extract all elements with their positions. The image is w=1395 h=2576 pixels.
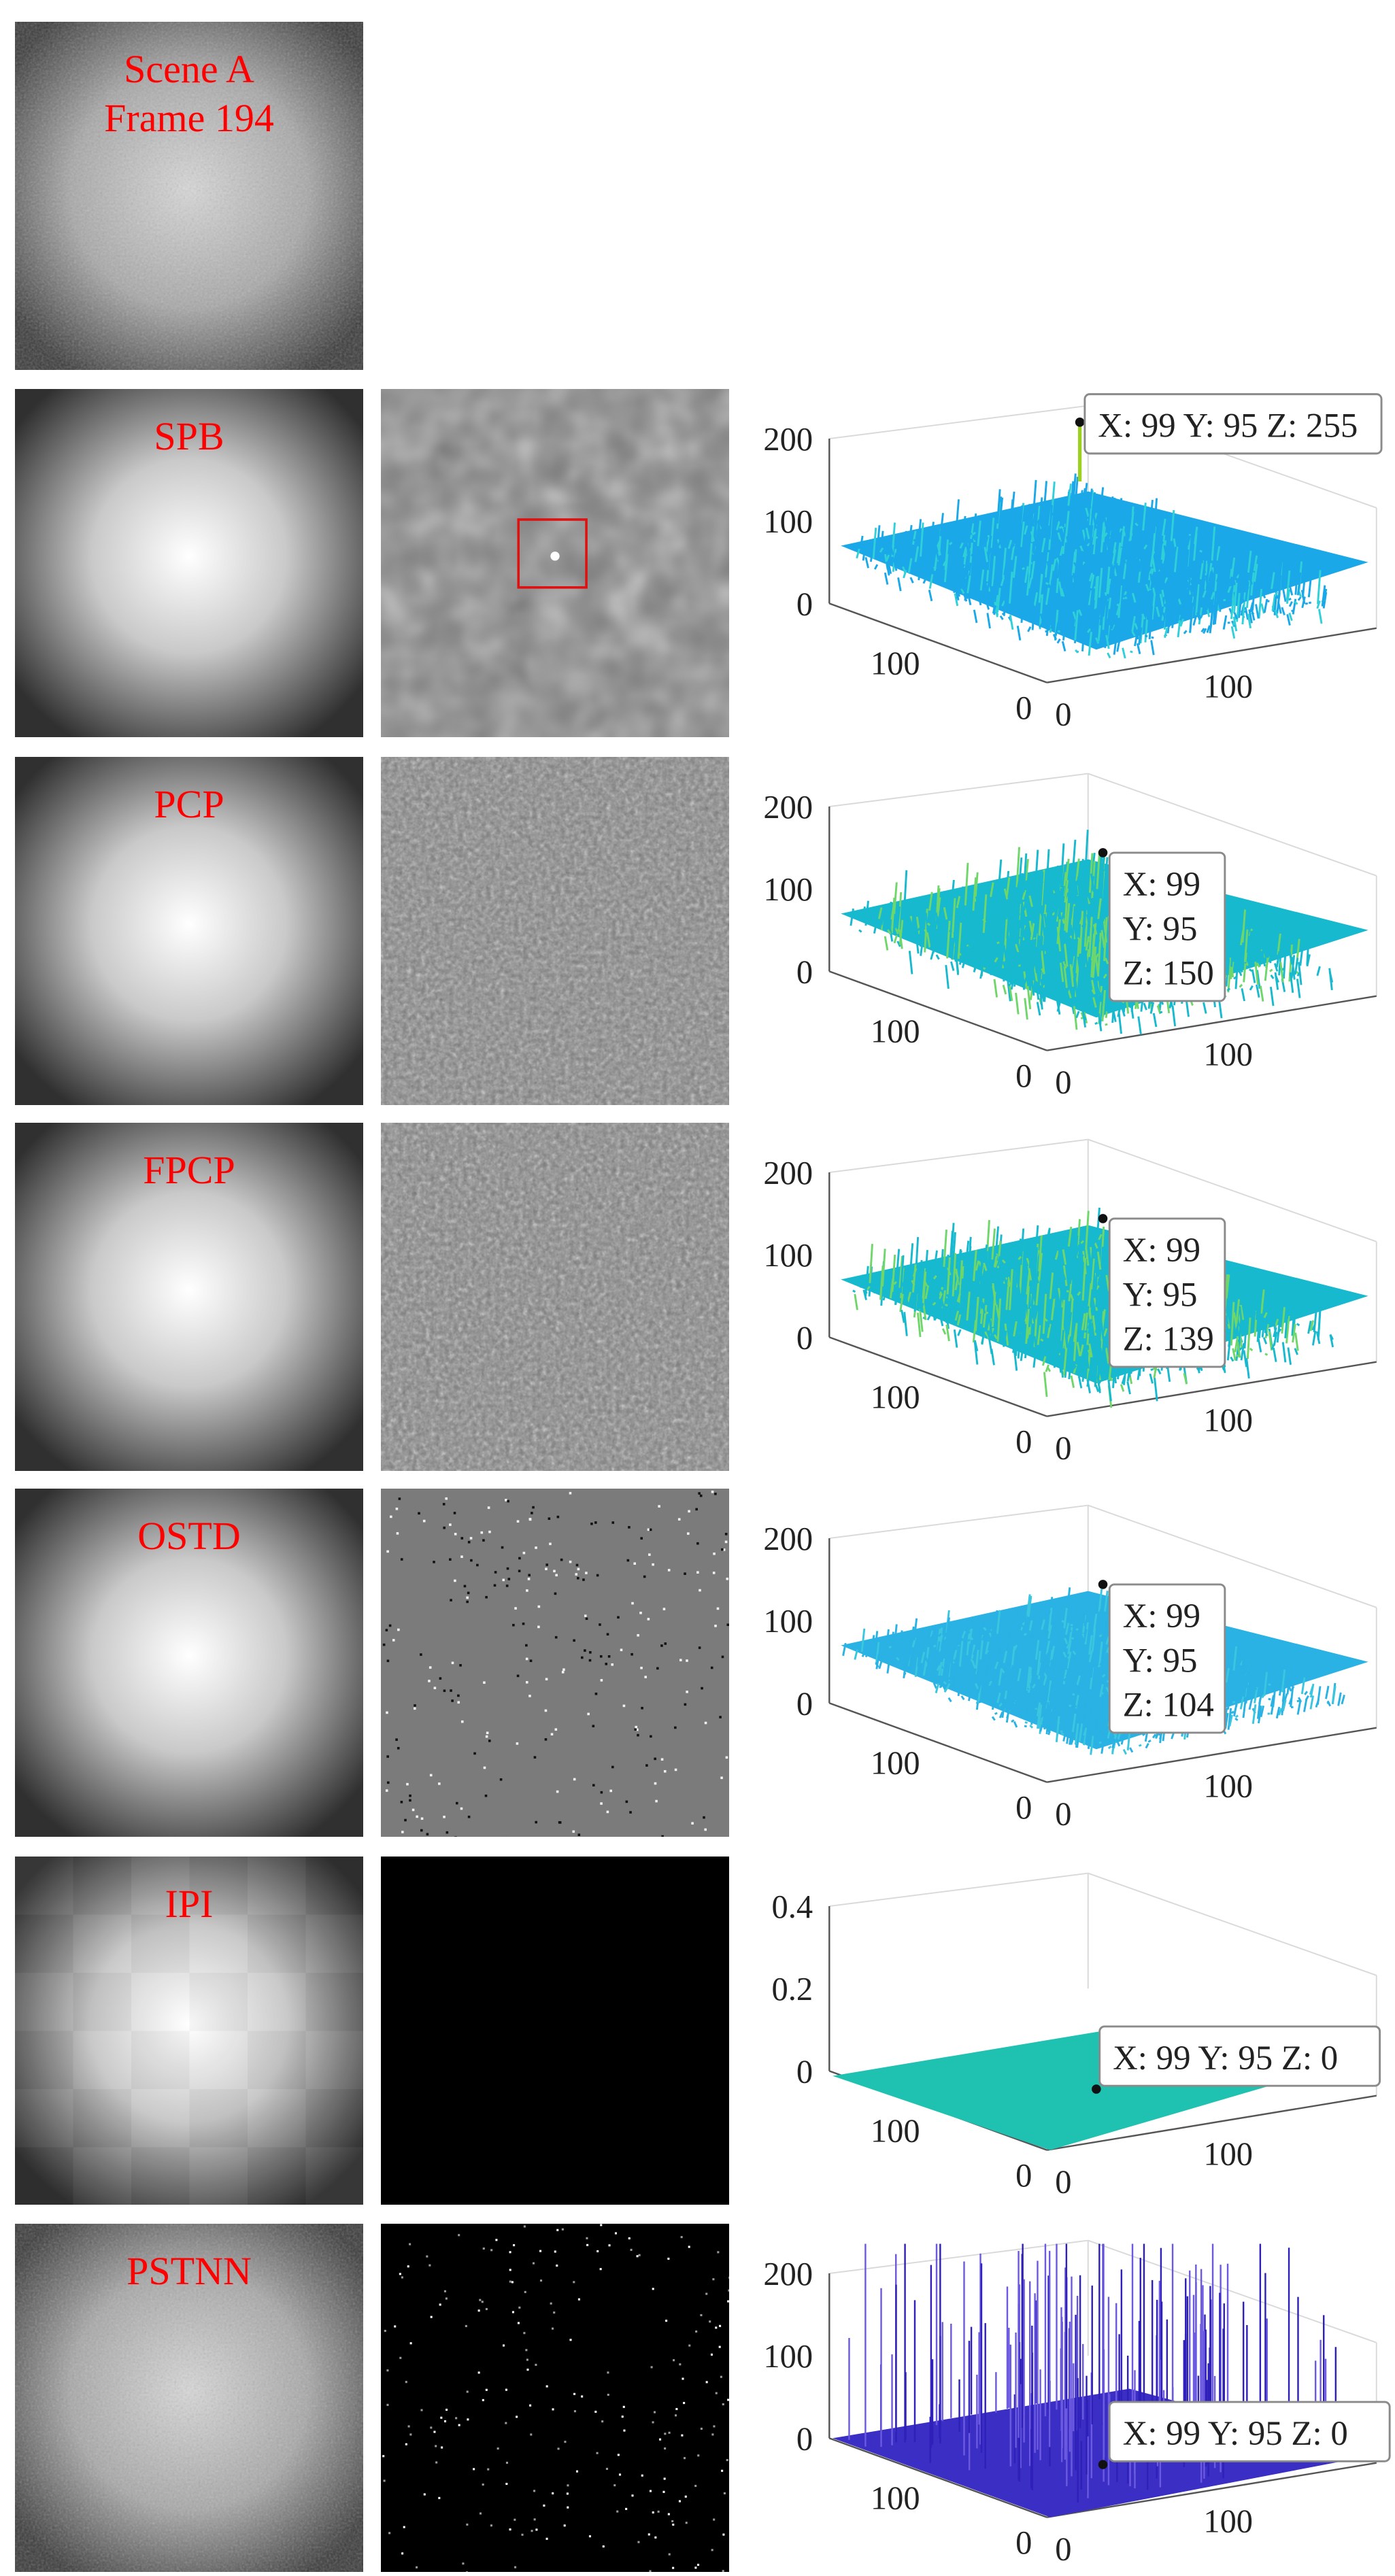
method-label: OSTD [137, 1514, 241, 1558]
y-tick-label: 100 [871, 1380, 920, 1416]
input-frame: OSTD [15, 1489, 363, 1837]
x-tick-label: 0 [1055, 2532, 1071, 2568]
datatip: X: 99 Y: 95 Z: 255 [1083, 393, 1383, 455]
datatip-line: Z: 139 [1123, 1321, 1214, 1359]
z-tick-label: 200 [763, 790, 813, 826]
datatip-line: Y: 95 [1123, 1642, 1198, 1680]
y-tick-label: 0 [1015, 2158, 1032, 2194]
y-tick-label: 100 [871, 2481, 920, 2517]
x-tick-label: 0 [1055, 1431, 1071, 1467]
z-tick-label: 0 [796, 2054, 813, 2090]
z-tick-label: 0.4 [771, 1889, 813, 1925]
target-image [381, 1489, 729, 1837]
datatip: X: 99 Y: 95 Z: 104 [1108, 1583, 1226, 1734]
target-image [381, 757, 729, 1105]
z-tick-label: 100 [763, 1238, 813, 1274]
y-tick-label: 0 [1015, 1424, 1032, 1460]
target-image [381, 2224, 729, 2572]
mesh-plot: 0.4 0.2 0 100 0 0 100 X: 99 Y: 95 Z: 0 [750, 1857, 1393, 2205]
mesh-plot: 200 100 0 100 0 0 100 X: 99 Y: 95 Z: 104 [750, 1489, 1393, 1837]
datatip-line: X: 99 Y: 95 Z: 0 [1123, 2415, 1348, 2453]
datatip-line: X: 99 Y: 95 Z: 0 [1113, 2039, 1338, 2078]
method-label: IPI [165, 1882, 214, 1926]
datatip-line: X: 99 [1123, 866, 1200, 904]
y-tick-label: 100 [871, 1014, 920, 1050]
mesh-plot: 200 100 0 100 0 0 100 X: 99 Y: 95 Z: 150 [750, 757, 1393, 1105]
method-label: PSTNN [127, 2249, 252, 2293]
mesh-plot: 200 100 0 100 0 0 100 X: 99 Y: 95 Z: 255 [750, 389, 1393, 737]
input-frame: FPCP [15, 1123, 363, 1471]
z-tick-label: 200 [763, 1155, 813, 1191]
x-tick-label: 100 [1203, 1036, 1253, 1072]
datatip: X: 99 Y: 95 Z: 139 [1108, 1217, 1226, 1368]
x-tick-label: 0 [1055, 1797, 1071, 1833]
mesh-surface [841, 1207, 1368, 1408]
x-tick-label: 100 [1203, 2503, 1253, 2539]
z-tick-label: 0 [796, 954, 813, 990]
mesh-plot: 200 100 0 100 0 0 100 X: 99 Y: 95 Z: 0 [750, 2224, 1393, 2572]
method-label: SPB [154, 414, 224, 458]
target-image [381, 389, 729, 737]
y-tick-label: 0 [1015, 1058, 1032, 1094]
x-tick-label: 100 [1203, 1768, 1253, 1804]
method-label: Scene A Frame 194 [104, 47, 274, 140]
y-tick-label: 100 [871, 1746, 920, 1782]
target-box [517, 518, 588, 589]
x-tick-label: 0 [1055, 697, 1071, 733]
x-tick-label: 100 [1203, 2136, 1253, 2172]
y-tick-label: 0 [1015, 2525, 1032, 2561]
input-frame: SPB [15, 389, 363, 737]
mesh-surface [841, 1587, 1368, 1755]
x-tick-label: 0 [1055, 2165, 1071, 2201]
z-tick-label: 100 [763, 2339, 813, 2375]
y-tick-label: 0 [1015, 1790, 1032, 1826]
z-tick-label: 0 [796, 1320, 813, 1356]
z-tick-label: 200 [763, 2256, 813, 2292]
datatip: X: 99 Y: 95 Z: 150 [1108, 851, 1226, 1002]
input-frame: PCP [15, 757, 363, 1105]
datatip: X: 99 Y: 95 Z: 0 [1108, 2401, 1391, 2462]
input-frame: Scene A Frame 194 [15, 22, 363, 370]
z-tick-label: 200 [763, 1521, 813, 1557]
y-tick-label: 0 [1015, 690, 1032, 726]
y-tick-label: 100 [871, 646, 920, 682]
datatip-line: X: 99 Y: 95 Z: 255 [1098, 407, 1358, 445]
z-tick-label: 100 [763, 504, 813, 540]
x-tick-label: 100 [1203, 1402, 1253, 1438]
z-tick-label: 0.2 [771, 1971, 813, 2007]
datatip: X: 99 Y: 95 Z: 0 [1098, 2025, 1381, 2087]
z-tick-label: 0 [796, 1686, 813, 1722]
method-label: FPCP [143, 1148, 235, 1192]
method-label: PCP [154, 782, 224, 826]
target-image [381, 1857, 729, 2205]
z-tick-label: 200 [763, 422, 813, 458]
datatip-line: Z: 104 [1123, 1687, 1214, 1725]
mesh-surface [841, 422, 1368, 659]
datatip-line: Z: 150 [1123, 955, 1214, 993]
datatip-line: X: 99 [1123, 1232, 1200, 1270]
z-tick-label: 0 [796, 586, 813, 622]
input-frame: PSTNN [15, 2224, 363, 2572]
z-tick-label: 100 [763, 872, 813, 908]
datatip-line: X: 99 [1123, 1597, 1200, 1636]
datatip-line: Y: 95 [1123, 910, 1198, 948]
y-tick-label: 100 [871, 2114, 920, 2150]
z-tick-label: 0 [796, 2421, 813, 2457]
datatip-line: Y: 95 [1123, 1276, 1198, 1314]
z-tick-label: 100 [763, 1604, 813, 1640]
x-tick-label: 100 [1203, 668, 1253, 705]
x-tick-label: 0 [1055, 1065, 1071, 1101]
mesh-plot: 200 100 0 100 0 0 100 X: 99 Y: 95 Z: 139 [750, 1123, 1393, 1471]
input-frame: IPI [15, 1857, 363, 2205]
target-image [381, 1123, 729, 1471]
